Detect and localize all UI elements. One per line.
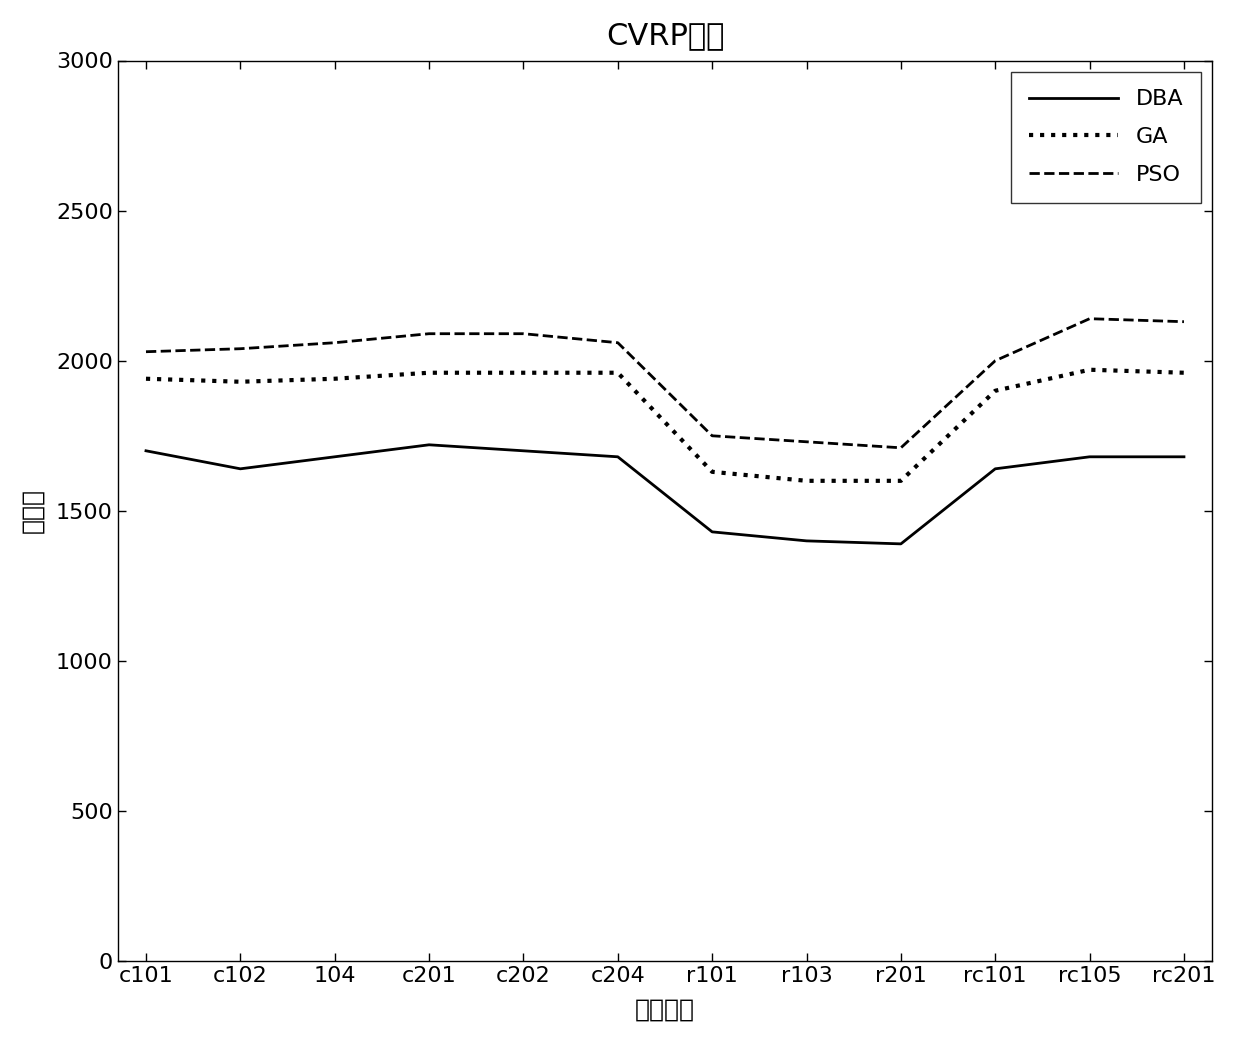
GA — [1177, 367, 1192, 379]
PSO — [1177, 316, 1192, 328]
Line: GA: GA — [146, 370, 1184, 480]
GA — [233, 375, 248, 388]
PSO — [894, 442, 909, 454]
DBA — [233, 463, 248, 475]
PSO — [327, 337, 342, 349]
GA — [422, 367, 436, 379]
DBA — [1177, 450, 1192, 463]
DBA — [139, 445, 154, 457]
PSO — [1083, 313, 1097, 325]
DBA — [610, 450, 625, 463]
PSO — [704, 429, 719, 442]
GA — [704, 466, 719, 478]
DBA — [894, 538, 909, 550]
DBA — [422, 439, 436, 451]
Line: PSO: PSO — [146, 319, 1184, 448]
PSO — [516, 327, 531, 340]
PSO — [988, 354, 1003, 367]
PSO — [799, 436, 813, 448]
GA — [516, 367, 531, 379]
DBA — [799, 535, 813, 547]
GA — [894, 474, 909, 487]
DBA — [988, 463, 1003, 475]
PSO — [610, 337, 625, 349]
PSO — [139, 346, 154, 358]
GA — [799, 474, 813, 487]
GA — [139, 372, 154, 384]
GA — [988, 384, 1003, 397]
DBA — [1083, 450, 1097, 463]
X-axis label: 测试实例: 测试实例 — [635, 997, 694, 1021]
Title: CVRP问题: CVRP问题 — [606, 21, 724, 50]
PSO — [422, 327, 436, 340]
DBA — [327, 450, 342, 463]
Y-axis label: 平均値: 平均値 — [21, 489, 45, 534]
GA — [1083, 364, 1097, 376]
GA — [610, 367, 625, 379]
GA — [327, 372, 342, 384]
Line: DBA: DBA — [146, 445, 1184, 544]
PSO — [233, 343, 248, 355]
DBA — [516, 445, 531, 457]
Legend: DBA, GA, PSO: DBA, GA, PSO — [1012, 72, 1202, 203]
DBA — [704, 525, 719, 538]
